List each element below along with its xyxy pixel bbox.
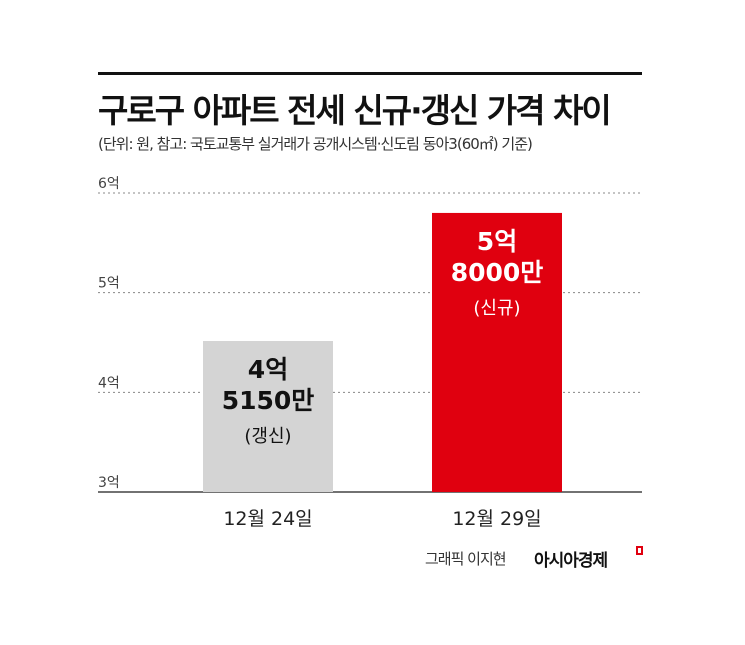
bar-value-label: (신규) xyxy=(473,298,520,319)
chart-subtitle: (단위: 원, 참고: 국토교통부 실거래가 공개시스템·신도림 동아3(60㎡… xyxy=(98,135,533,153)
x-category-label: 12월 29일 xyxy=(452,508,541,530)
bar xyxy=(203,341,333,492)
title-rule xyxy=(98,72,642,75)
bar-value-label: 8000만 xyxy=(451,258,544,287)
chart-title: 구로구 아파트 전세 신규·갱신 가격 차이 xyxy=(98,91,612,130)
y-tick-label: 4억 xyxy=(98,375,120,391)
bar-value-label: (갱신) xyxy=(244,426,291,447)
bar-value-label: 4억 xyxy=(248,355,288,384)
y-tick-label: 3억 xyxy=(98,475,120,491)
publisher-logo: 아시아경제 xyxy=(534,551,608,571)
brand-mark-icon xyxy=(636,546,643,555)
bar xyxy=(432,212,562,492)
graphic-credit: 그래픽 이지현 xyxy=(425,550,507,568)
y-tick-label: 5억 xyxy=(98,276,120,292)
bar-value-label: 5억 xyxy=(477,227,517,256)
x-category-label: 12월 24일 xyxy=(223,508,312,530)
bar-value-label: 5150만 xyxy=(222,386,315,415)
y-tick-label: 6억 xyxy=(98,176,120,192)
